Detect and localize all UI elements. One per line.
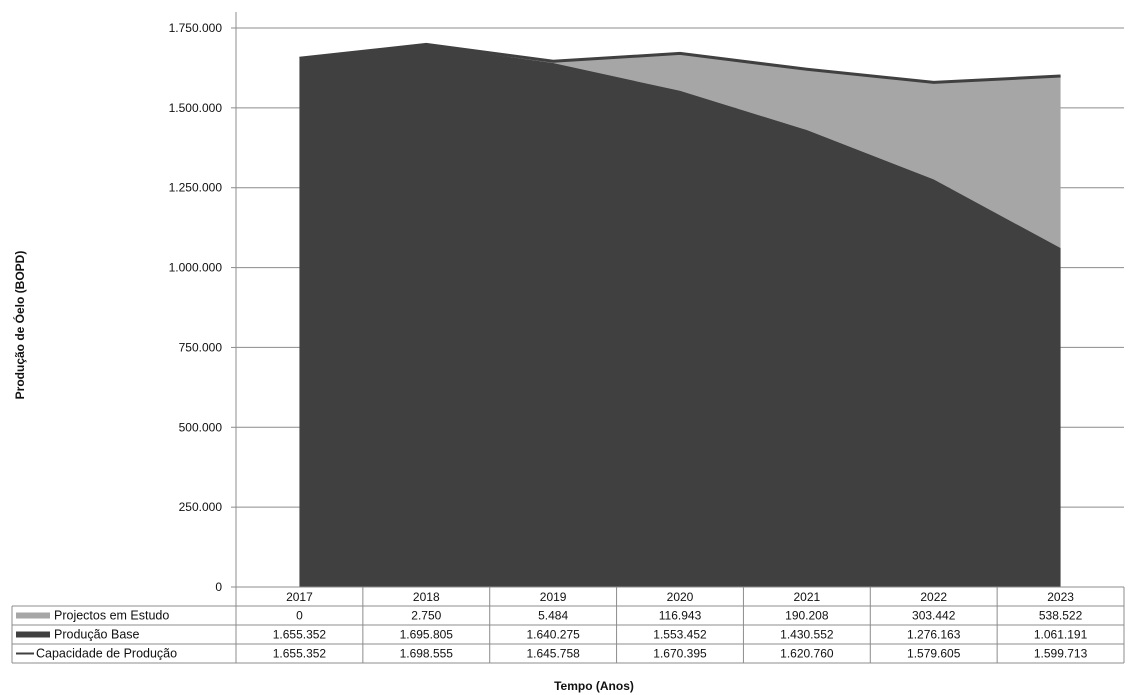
legend-series-name: Projectos em Estudo	[54, 609, 169, 623]
y-tick-label: 500.000	[179, 420, 223, 434]
table-cell-value: 1.599.713	[1034, 647, 1088, 661]
y-tick-label: 250.000	[179, 500, 223, 514]
x-tick-label: 2022	[920, 590, 947, 604]
y-tick-label: 1.000.000	[169, 261, 223, 275]
x-tick-label: 2017	[286, 590, 313, 604]
table-cell-value: 1.655.352	[273, 628, 327, 642]
table-cell-value: 190.208	[785, 609, 829, 623]
legend-key-swatch	[16, 631, 50, 638]
x-tick-label: 2020	[667, 590, 694, 604]
table-cell-value: 1.579.605	[907, 647, 961, 661]
table-cell-value: 1.276.163	[907, 628, 961, 642]
y-tick-label: 1.750.000	[169, 21, 223, 35]
x-tick-label: 2021	[794, 590, 821, 604]
y-axis-ticks: 0 250.000 500.000 750.000 1.000.000 1.250.000…	[169, 21, 223, 594]
x-tick-label: 2018	[413, 590, 440, 604]
x-tick-label: 2023	[1047, 590, 1074, 604]
table-cell-value: 1.553.452	[653, 628, 707, 642]
table-cell-value: 1.645.758	[526, 647, 580, 661]
table-cell-value: 1.695.805	[400, 628, 454, 642]
table-cell-value: 1.430.552	[780, 628, 834, 642]
y-tick-label: 1.500.000	[169, 101, 223, 115]
plot-area	[299, 44, 1061, 588]
y-tick-label: 0	[215, 580, 222, 594]
area-projectos-em-estudo	[299, 44, 1061, 249]
table-cell-value: 0	[296, 609, 303, 623]
legend-series-name: Capacidade de Produção	[36, 647, 177, 661]
table-cell-value: 116.943	[659, 609, 702, 623]
table-cell-value: 1.698.555	[400, 647, 454, 661]
table-cell-value: 5.484	[538, 609, 568, 623]
x-tick-label: 2019	[540, 590, 567, 604]
legend-key-swatch	[16, 612, 50, 619]
table-cell-value: 2.750	[411, 609, 441, 623]
line-capacidade-de-producao	[299, 42, 1061, 84]
x-axis-label: Tempo (Anos)	[554, 679, 634, 693]
area-producao-base	[299, 45, 1061, 588]
table-cell-value: 1.670.395	[653, 647, 707, 661]
data-table: 2017 2018 2019 2020 2021 2022 2023 Projectos em…	[11, 586, 1125, 664]
table-cell-value: 1.061.191	[1034, 628, 1088, 642]
y-tick-label: 750.000	[179, 340, 223, 354]
table-cell-value: 1.655.352	[273, 647, 327, 661]
y-tick-label: 1.250.000	[169, 181, 223, 195]
capacity-line-layer	[299, 42, 1061, 84]
table-cell-value: 538.522	[1039, 609, 1083, 623]
table-cell-value: 1.620.760	[780, 647, 834, 661]
y-axis-label: Produção de Óelo (BOPD)	[12, 251, 27, 400]
table-cell-value: 1.640.275	[526, 628, 580, 642]
legend-series-name: Produção Base	[54, 628, 140, 642]
table-cell-value: 303.442	[912, 609, 956, 623]
